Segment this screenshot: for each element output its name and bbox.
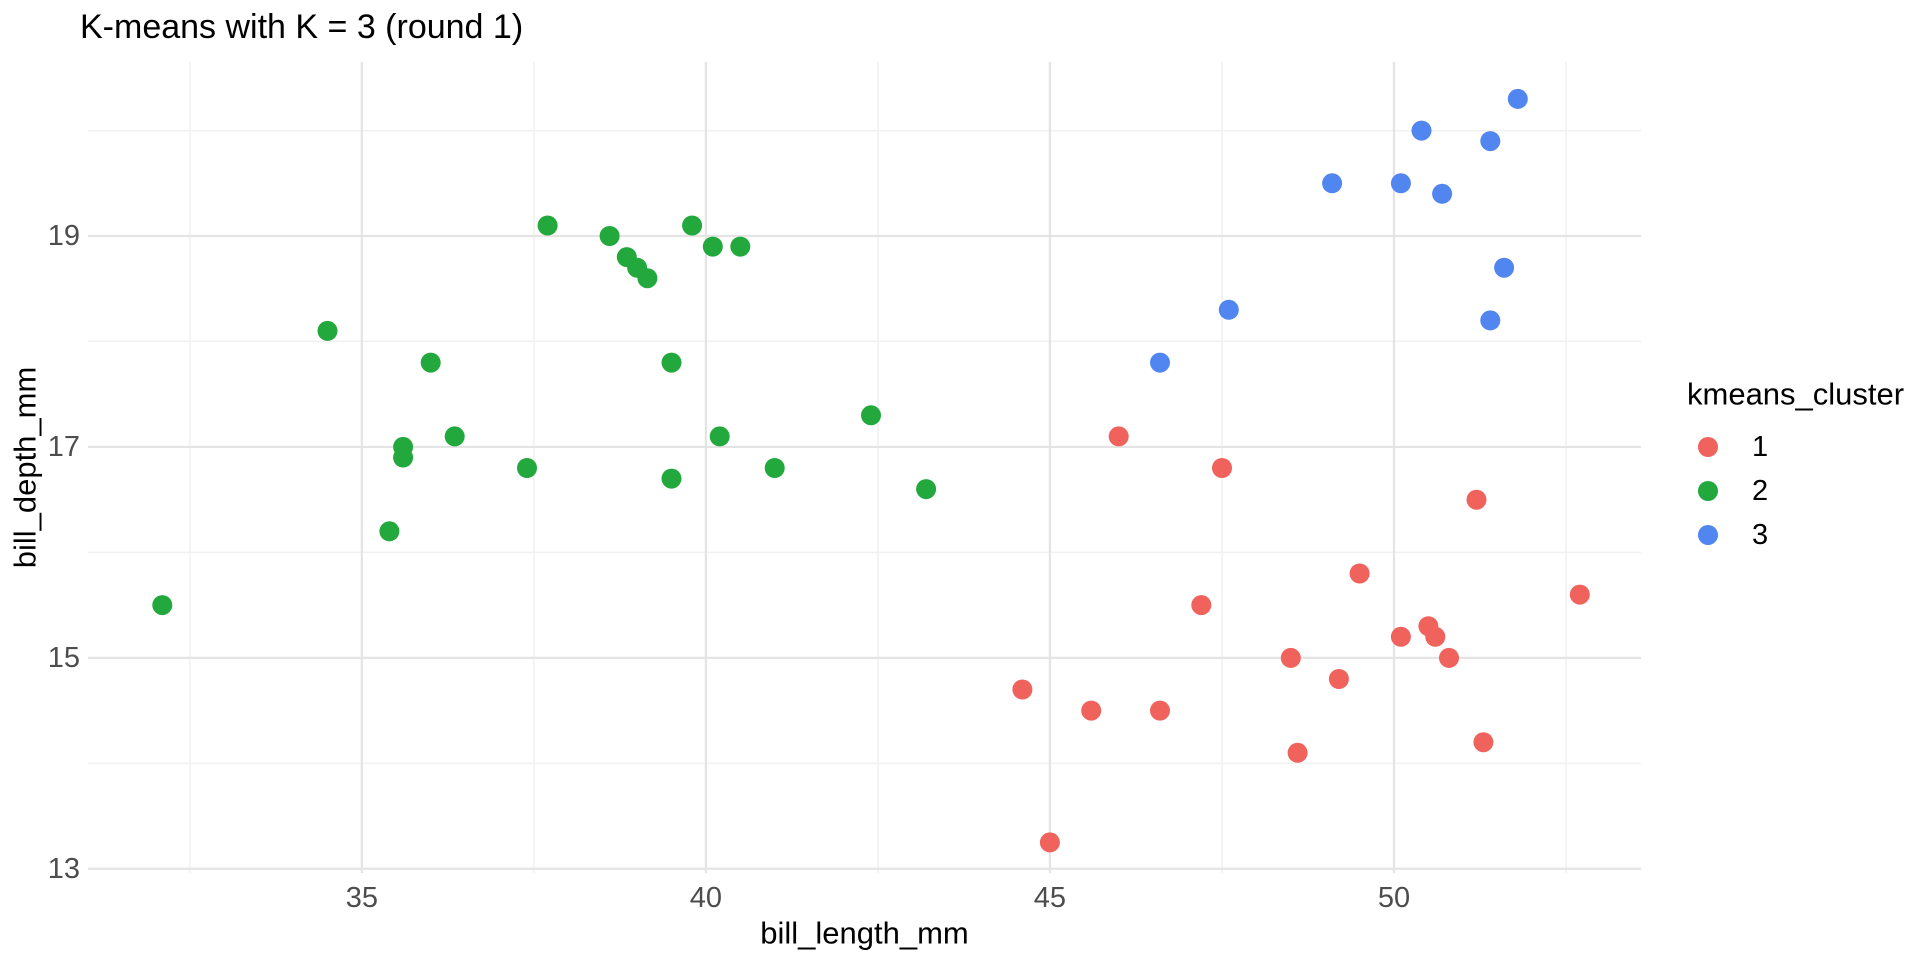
data-point-cluster-2 <box>709 426 730 447</box>
data-point-cluster-2 <box>861 405 881 426</box>
data-point-cluster-2 <box>764 458 785 478</box>
legend-title: kmeans_cluster <box>1687 377 1904 412</box>
data-point-cluster-3 <box>1390 173 1411 194</box>
legend-label-cluster-3: 3 <box>1752 519 1768 551</box>
data-point-cluster-1 <box>1466 489 1487 510</box>
data-point-cluster-2 <box>152 595 173 616</box>
data-point-cluster-1 <box>1287 742 1308 763</box>
plot-title: K-means with K = 3 (round 1) <box>80 8 523 46</box>
data-point-cluster-2 <box>916 479 937 500</box>
data-point-cluster-1 <box>1349 563 1370 584</box>
x-tick-label: 35 <box>346 882 378 914</box>
data-point-cluster-2 <box>444 426 465 447</box>
legend-key-cluster-2 <box>1698 481 1718 501</box>
y-tick-label: 15 <box>48 642 80 674</box>
legend-key-cluster-3 <box>1698 525 1718 545</box>
data-point-cluster-1 <box>1328 669 1349 689</box>
y-axis-title: bill_depth_mm <box>8 367 43 569</box>
data-point-cluster-3 <box>1480 310 1501 331</box>
legend-key-cluster-1 <box>1698 437 1718 457</box>
data-point-cluster-3 <box>1411 120 1432 141</box>
data-point-cluster-3 <box>1432 183 1453 204</box>
data-point-cluster-3 <box>1507 88 1528 109</box>
data-point-cluster-2 <box>661 352 682 373</box>
data-point-cluster-2 <box>517 458 537 478</box>
y-tick-label: 17 <box>48 431 80 463</box>
x-tick-label: 50 <box>1378 882 1410 914</box>
x-axis-title: bill_length_mm <box>760 916 969 951</box>
data-point-cluster-2 <box>599 226 620 246</box>
data-point-cluster-2 <box>661 468 682 489</box>
data-point-cluster-1 <box>1425 626 1446 647</box>
data-point-cluster-1 <box>1473 732 1494 753</box>
data-point-cluster-1 <box>1390 626 1411 647</box>
data-point-cluster-3 <box>1218 299 1239 320</box>
legend-label-cluster-1: 1 <box>1752 431 1768 463</box>
data-point-cluster-1 <box>1012 679 1033 700</box>
data-point-cluster-3 <box>1150 352 1170 373</box>
data-point-cluster-1 <box>1280 647 1301 668</box>
data-point-cluster-1 <box>1212 458 1232 478</box>
y-tick-label: 13 <box>48 853 80 885</box>
data-point-cluster-2 <box>702 236 723 257</box>
data-point-cluster-1 <box>1569 584 1590 605</box>
data-point-cluster-3 <box>1322 173 1343 194</box>
data-point-cluster-2 <box>537 215 558 236</box>
data-point-cluster-2 <box>420 352 441 373</box>
x-tick-label: 45 <box>1034 882 1066 914</box>
data-point-cluster-2 <box>682 215 703 236</box>
data-point-cluster-1 <box>1108 426 1129 447</box>
legend-label-cluster-2: 2 <box>1752 475 1768 507</box>
data-point-cluster-1 <box>1150 700 1170 721</box>
data-point-cluster-2 <box>730 236 751 257</box>
data-point-cluster-1 <box>1191 595 1212 616</box>
data-point-cluster-2 <box>317 320 338 341</box>
data-point-cluster-3 <box>1494 257 1515 278</box>
y-tick-label: 19 <box>48 220 80 252</box>
data-point-cluster-2 <box>379 521 400 542</box>
data-point-cluster-2 <box>393 447 414 468</box>
data-point-cluster-1 <box>1081 700 1102 721</box>
x-tick-label: 40 <box>690 882 722 914</box>
data-point-cluster-1 <box>1439 647 1459 668</box>
data-point-cluster-1 <box>1039 832 1060 853</box>
data-point-cluster-3 <box>1480 131 1501 152</box>
data-point-cluster-2 <box>637 268 658 289</box>
